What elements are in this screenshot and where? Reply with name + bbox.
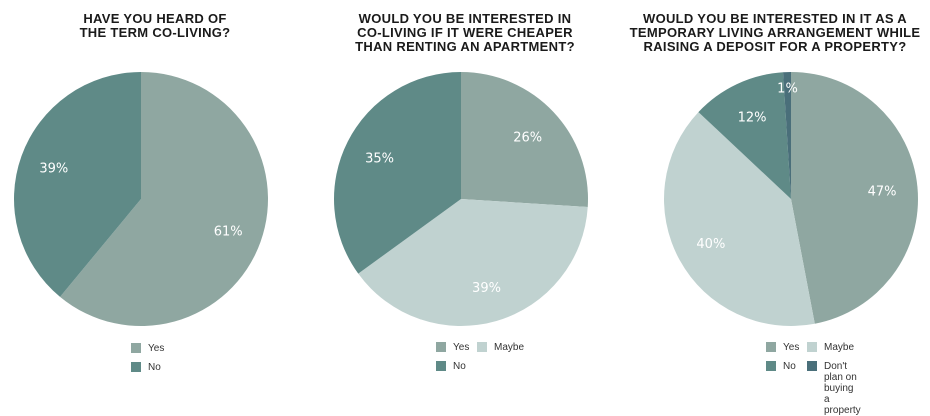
slice-label-no: 39% (39, 162, 68, 177)
legend-label: Don't plan on buying a property (824, 361, 861, 416)
chart-panel-2: WOULD YOU BE INTERESTED IN CO-LIVING IF … (310, 0, 620, 411)
legend-swatch (477, 342, 487, 352)
legend-swatch (436, 342, 446, 352)
slice-label-no: 35% (365, 151, 394, 166)
pie-slice-no (13, 71, 142, 297)
legend-item-no: No (766, 361, 796, 372)
legend-swatch (807, 342, 817, 352)
legend-swatch (766, 342, 776, 352)
legend-item-no: No (436, 361, 466, 372)
legend-item-no: No (131, 362, 161, 373)
slice-label-yes: 47% (868, 184, 897, 199)
legend-label: No (148, 362, 161, 373)
chart-title-2: WOULD YOU BE INTERESTED IN CO-LIVING IF … (355, 11, 575, 54)
slice-label-maybe: 40% (696, 237, 725, 252)
legend-item-yes: Yes (436, 342, 469, 353)
legend-item-don-t-plan-on-buying-a-property: Don't plan on buying a property (807, 361, 861, 416)
legend-label: No (783, 361, 796, 372)
pie-slice-no (698, 72, 791, 199)
legend-label: Maybe (824, 342, 855, 353)
legend-label: Yes (148, 343, 165, 354)
slice-label-don-t-plan-on-buying-a-property: 1% (777, 81, 798, 96)
chart-title-1: HAVE YOU HEARD OF THE TERM CO-LIVING? (79, 11, 231, 40)
slice-label-no: 12% (738, 110, 767, 125)
pie-slice-maybe (358, 199, 588, 326)
slice-label-maybe: 39% (472, 281, 501, 296)
pie-chart-3: 47% 40% 12% 1% (664, 72, 919, 327)
legend-label: No (453, 361, 466, 372)
legend-item-yes: Yes (131, 343, 164, 354)
pie-chart-2: 26% 39% 35% (334, 71, 588, 326)
legend-swatch (131, 362, 141, 372)
legend-item-maybe: Maybe (807, 342, 854, 353)
pie-chart-1: 61% 39% (13, 71, 269, 326)
legend-item-yes: Yes (766, 342, 799, 353)
legend-label: Yes (783, 342, 800, 353)
pie-slice-yes (791, 72, 919, 324)
legend-item-maybe: Maybe (477, 342, 524, 353)
legend-swatch (436, 361, 446, 371)
legend-label: Yes (453, 342, 470, 353)
pie-slice-don-t-plan-on-buying-a-property (783, 72, 791, 199)
legend-swatch (807, 361, 817, 371)
chart-panel-3: WOULD YOU BE INTERESTED IN IT AS A TEMPO… (620, 0, 930, 416)
pie-slice-no (334, 71, 461, 274)
legend-label: Maybe (494, 342, 525, 353)
slice-label-yes: 26% (513, 130, 542, 145)
pie-slice-maybe (664, 112, 815, 327)
chart-panel-1: HAVE YOU HEARD OF THE TERM CO-LIVING? 61… (0, 0, 310, 411)
pie-slice-yes (60, 72, 269, 326)
legend-swatch (131, 343, 141, 353)
chart-title-3: WOULD YOU BE INTERESTED IN IT AS A TEMPO… (629, 11, 921, 54)
legend-swatch (766, 361, 776, 371)
slice-label-yes: 61% (214, 224, 243, 239)
pie-slice-yes (461, 72, 588, 207)
